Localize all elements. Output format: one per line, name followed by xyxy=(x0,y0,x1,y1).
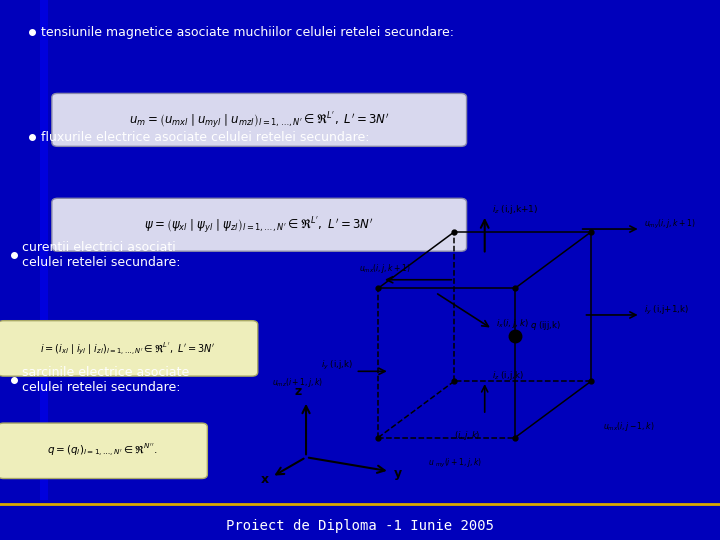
Text: $u_{mx}(i,j-1,k)$: $u_{mx}(i,j-1,k)$ xyxy=(603,420,654,433)
Bar xyxy=(40,0,48,500)
Text: celulei retelei secundare:: celulei retelei secundare: xyxy=(22,381,180,394)
Text: $\psi = \left(\psi_{xl} \mid \psi_{yl} \mid \psi_{zl}\right)_{l=1,\ldots,N'} \in: $\psi = \left(\psi_{xl} \mid \psi_{yl} \… xyxy=(145,214,374,235)
Text: $i = \left(i_{xl} \mid i_{yl} \mid i_{zl}\right)_{l=1,\ldots,N'} \in \mathfrak{R: $i = \left(i_{xl} \mid i_{yl} \mid i_{zl… xyxy=(40,340,215,357)
Text: $(i,j,k)$: $(i,j,k)$ xyxy=(454,429,481,442)
Text: $i_z$ (i,j,k): $i_z$ (i,j,k) xyxy=(492,369,524,382)
Text: Proiect de Diploma -1 Iunie 2005: Proiect de Diploma -1 Iunie 2005 xyxy=(226,519,494,533)
Text: $u_{mz}(i+1,j,k)$: $u_{mz}(i+1,j,k)$ xyxy=(272,376,323,389)
Text: z: z xyxy=(294,385,302,399)
Text: fluxurile electrice asociate celulei retelei secundare:: fluxurile electrice asociate celulei ret… xyxy=(41,131,369,144)
Text: $q = \left(q_l\right)_{l=1,\ldots,N'} \in \mathfrak{R}^{N''}.$: $q = \left(q_l\right)_{l=1,\ldots,N'} \i… xyxy=(48,442,158,460)
Text: $u_{mx}(i,j,k+1)$: $u_{mx}(i,j,k+1)$ xyxy=(359,262,410,275)
Text: $i_y$ (i,j,k): $i_y$ (i,j,k) xyxy=(321,359,354,372)
Text: $u_{my}(i,j,k+1)$: $u_{my}(i,j,k+1)$ xyxy=(644,218,696,231)
FancyBboxPatch shape xyxy=(0,321,258,376)
FancyBboxPatch shape xyxy=(52,198,467,251)
Text: tensiunile magnetice asociate muchiilor celulei retelei secundare:: tensiunile magnetice asociate muchiilor … xyxy=(41,26,454,39)
Text: curentii electrici asociati: curentii electrici asociati xyxy=(22,241,176,254)
Text: y: y xyxy=(393,467,402,480)
FancyBboxPatch shape xyxy=(0,423,207,478)
Text: $u\ _{my}(i+1,j,k)$: $u\ _{my}(i+1,j,k)$ xyxy=(428,457,482,470)
Text: $i_x(i,j,k)$: $i_x(i,j,k)$ xyxy=(496,317,529,330)
Text: sarcinile electrice asociate: sarcinile electrice asociate xyxy=(22,366,189,379)
Text: $q$ (ijj,k): $q$ (ijj,k) xyxy=(531,319,562,332)
Text: x: x xyxy=(261,472,269,485)
Text: celulei retelei secundare:: celulei retelei secundare: xyxy=(22,256,180,269)
Text: $i_z$ (i,j,k+1): $i_z$ (i,j,k+1) xyxy=(492,203,539,216)
FancyBboxPatch shape xyxy=(52,93,467,146)
Text: $i_y$ (i,j+1,k): $i_y$ (i,j+1,k) xyxy=(644,303,689,316)
Text: $u_m = \left(u_{mxl} \mid u_{myl} \mid u_{mzl}\right)_{l=1,\ldots,N'} \in \mathf: $u_m = \left(u_{mxl} \mid u_{myl} \mid u… xyxy=(129,110,390,130)
